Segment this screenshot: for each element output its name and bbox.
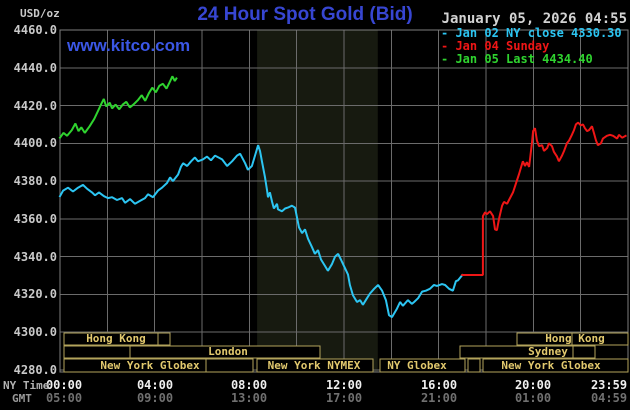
x-axis-ny-tick-label: 04:00 [136, 378, 174, 392]
market-session-label: Hong Kong [86, 332, 146, 345]
y-axis-tick-label: 4400.0 [13, 136, 57, 150]
x-axis-ny-tick-label: 20:00 [514, 378, 552, 392]
market-session-label: Hong Kong [545, 332, 605, 345]
market-session-label: NY Globex [387, 359, 447, 372]
y-axis-tick-label: 4340.0 [13, 250, 57, 264]
market-session-box [63, 345, 131, 359]
market-session-label: New York Globex [100, 359, 200, 372]
y-axis-tick-label: 4300.0 [13, 325, 57, 339]
gmt-axis-label: GMT [12, 392, 32, 405]
kitco-watermark-link[interactable]: www.kitco.com [67, 36, 191, 55]
x-axis-gmt-tick-label: 21:00 [420, 391, 458, 405]
y-axis-tick-label: 4460.0 [13, 23, 57, 37]
market-session-box [467, 358, 481, 373]
x-axis-ny-tick-label: 00:00 [45, 378, 83, 392]
y-axis-tick-label: 4380.0 [13, 174, 57, 188]
market-session-box [157, 332, 171, 346]
market-session-label: Sydney [528, 345, 568, 358]
ny-time-axis-label: NY Time [3, 379, 50, 392]
market-session-box [205, 358, 254, 373]
legend-entry: - Jan 04 Sunday [441, 39, 550, 53]
legend: - Jan 02 NY close 4330.30- Jan 04 Sunday… [441, 27, 622, 66]
nymex-session-band [257, 30, 378, 372]
y-axis-tick-label: 4280.0 [13, 363, 57, 377]
unit-label: USD/oz [20, 7, 60, 20]
legend-entry: - Jan 05 Last 4434.40 [441, 52, 593, 66]
market-session-label: New York Globex [501, 359, 601, 372]
y-axis-tick-label: 4420.0 [13, 99, 57, 113]
datetime-label: January 05, 2026 04:55 [441, 11, 627, 27]
y-axis-tick-label: 4320.0 [13, 287, 57, 301]
market-session-label: London [208, 345, 248, 358]
market-session-box [129, 345, 321, 359]
x-axis-gmt-tick-label: 04:59 [590, 391, 628, 405]
x-axis-ny-tick-label: 23:59 [590, 378, 628, 392]
x-axis-gmt-tick-label: 17:00 [325, 391, 363, 405]
series-jan-02-ny-close [58, 144, 464, 318]
x-axis-ny-tick-label: 12:00 [325, 378, 363, 392]
y-axis-tick-label: 4360.0 [13, 212, 57, 226]
market-session-label: New York NYMEX [268, 359, 361, 372]
series-jan-05-last [58, 75, 178, 140]
market-session-box [256, 358, 374, 373]
series-jan-04-sunday [461, 121, 627, 276]
x-axis-gmt-tick-label: 09:00 [136, 391, 174, 405]
x-axis-ny-tick-label: 16:00 [420, 378, 458, 392]
x-axis-gmt-tick-label: 05:00 [45, 391, 83, 405]
market-session-box [571, 332, 629, 346]
y-axis-tick-label: 4440.0 [13, 61, 57, 75]
market-session-box [379, 358, 466, 373]
legend-entry: - Jan 02 NY close 4330.30 [441, 26, 622, 40]
x-axis-gmt-tick-label: 01:00 [514, 391, 552, 405]
market-session-box [572, 345, 596, 359]
x-axis-gmt-tick-label: 13:00 [230, 391, 268, 405]
page-title: 24 Hour Spot Gold (Bid) [197, 4, 413, 25]
market-session-box [482, 358, 629, 373]
x-axis-ny-tick-label: 08:00 [230, 378, 268, 392]
